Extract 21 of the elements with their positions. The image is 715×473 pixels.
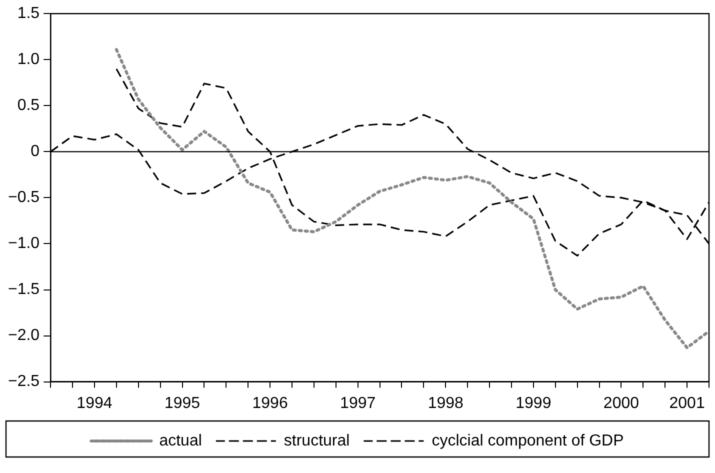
- x-tick-label: 1995: [164, 394, 200, 412]
- legend-label: structural: [284, 432, 350, 450]
- y-tick-label: 1.5: [17, 5, 40, 22]
- y-tick-label: 0: [30, 143, 40, 160]
- y-tick-label: 1.0: [17, 51, 40, 68]
- x-tick-label: 2000: [603, 394, 640, 412]
- x-tick-label: 1994: [76, 394, 112, 412]
- y-tick-label: −2.0: [8, 327, 40, 344]
- y-tick-label: −0.5: [8, 189, 40, 206]
- legend-label: actual: [159, 432, 202, 450]
- x-tick-label: 1996: [252, 394, 288, 412]
- y-tick-label: −1.5: [8, 281, 40, 298]
- x-tick-label: 1997: [340, 394, 376, 412]
- y-tick-label: −1.0: [8, 235, 40, 252]
- legend-label: cyclcial component of GDP: [432, 432, 624, 450]
- x-tick-label: 2001: [669, 394, 705, 412]
- line-series: [114, 48, 709, 350]
- y-tick-label: −2.5: [8, 373, 40, 390]
- x-tick-label: 1999: [516, 394, 552, 412]
- y-tick-label: 0.5: [17, 97, 40, 114]
- x-tick-label: 1998: [428, 394, 464, 412]
